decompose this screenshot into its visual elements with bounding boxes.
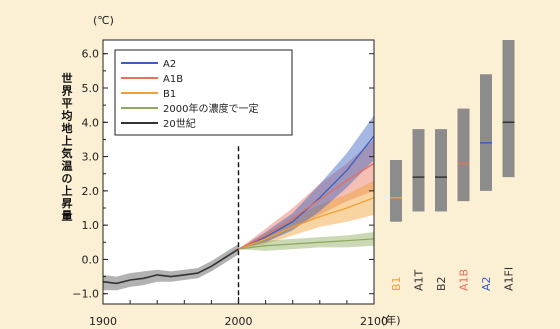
scenario-label-A1FI: A1FI bbox=[503, 267, 516, 291]
scenario-label-A1T: A1T bbox=[413, 269, 426, 291]
y-tick-label: 1.0 bbox=[82, 219, 100, 232]
y-tick-label: 0.0 bbox=[82, 253, 100, 266]
scenario-range-bars: B1 A1T B2 A1B A2 A1FI bbox=[390, 40, 516, 291]
y-axis-label-char: 界 bbox=[62, 85, 73, 98]
x-tick-label: 1900 bbox=[89, 315, 117, 328]
y-axis-label-char: 上 bbox=[62, 184, 73, 198]
band-A1B bbox=[238, 139, 374, 250]
legend-label-A2: A2 bbox=[163, 59, 176, 70]
y-unit-label: (℃) bbox=[93, 14, 114, 27]
band-constant2000 bbox=[238, 232, 374, 251]
band-A2 bbox=[238, 115, 374, 250]
y-tick-label: −1.0 bbox=[72, 288, 99, 301]
y-axis-label-char: 量 bbox=[62, 210, 73, 223]
scenario-bar-B1 bbox=[390, 160, 402, 222]
line-B1 bbox=[238, 197, 375, 250]
scenario-bar-A1T bbox=[412, 129, 425, 212]
scenario-bar-A1FI bbox=[502, 40, 515, 178]
axes: −1.0 0.0 1.0 2.0 3.0 4.0 5.0 6.0 1900 2000 2100 bbox=[72, 39, 388, 328]
scenario-bar-A2 bbox=[480, 74, 492, 191]
y-axis-label-char: 昇 bbox=[62, 197, 73, 210]
scenario-bar-B2 bbox=[435, 129, 447, 212]
legend: A2 A1B B1 2000年の濃度で一定 20世紀 bbox=[114, 49, 293, 136]
y-axis-label-char: 平 bbox=[62, 97, 73, 110]
scenario-label-A1B: A1B bbox=[458, 269, 471, 291]
line-A2 bbox=[238, 135, 375, 250]
legend-box bbox=[114, 49, 293, 136]
y-axis-label-char: の bbox=[62, 172, 73, 185]
y-tick-label: 5.0 bbox=[82, 82, 100, 95]
band-B1 bbox=[238, 180, 374, 250]
scenario-label-A2: A2 bbox=[480, 276, 493, 291]
y-axis-label-char: 世 bbox=[62, 71, 73, 85]
y-axis-label-char: 均 bbox=[62, 109, 73, 123]
scenario-label-B1: B1 bbox=[390, 276, 403, 291]
y-tick-label: 2.0 bbox=[82, 185, 100, 198]
legend-label-A1B: A1B bbox=[163, 74, 183, 85]
legend-label-c20: 20世紀 bbox=[163, 117, 196, 130]
x-tick-label: 2100 bbox=[360, 315, 388, 328]
scenario-bar-A1B bbox=[457, 108, 470, 202]
legend-label-B1: B1 bbox=[163, 89, 176, 100]
y-axis-label-char: 温 bbox=[62, 159, 73, 173]
scenario-label-B2: B2 bbox=[435, 276, 448, 291]
legend-label-constant2000: 2000年の濃度で一定 bbox=[163, 102, 258, 115]
series-lines bbox=[102, 135, 375, 285]
y-axis-label-char: 気 bbox=[62, 146, 73, 160]
x-tick-label: 2000 bbox=[225, 315, 253, 328]
y-axis-label-char: 上 bbox=[62, 134, 73, 148]
y-tick-label: 3.0 bbox=[82, 151, 100, 164]
line-A1B bbox=[238, 162, 375, 250]
line-c20 bbox=[102, 248, 239, 285]
y-axis-label-char: 地 bbox=[62, 121, 73, 135]
line-constant2000 bbox=[238, 238, 375, 250]
y-tick-label: 6.0 bbox=[82, 48, 100, 61]
y-tick-label: 4.0 bbox=[82, 116, 100, 129]
x-unit-label: (年) bbox=[381, 313, 401, 327]
